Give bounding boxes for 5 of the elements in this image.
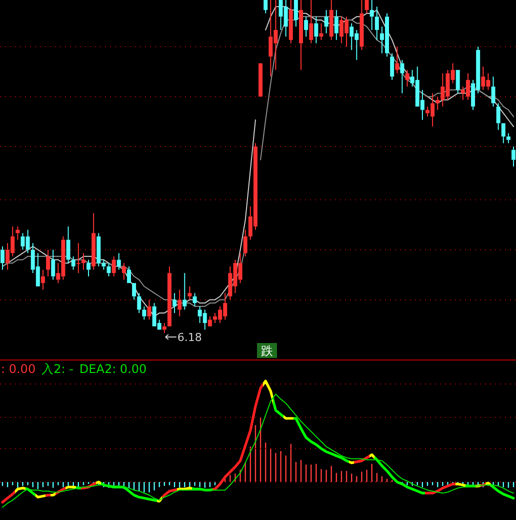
text: 入2: - [42,362,74,376]
annotation: 6.18 [177,331,202,344]
text: 跌 [261,344,273,358]
text: DEA2: 0.00 [79,362,147,376]
text: : 0.00 [1,362,36,376]
